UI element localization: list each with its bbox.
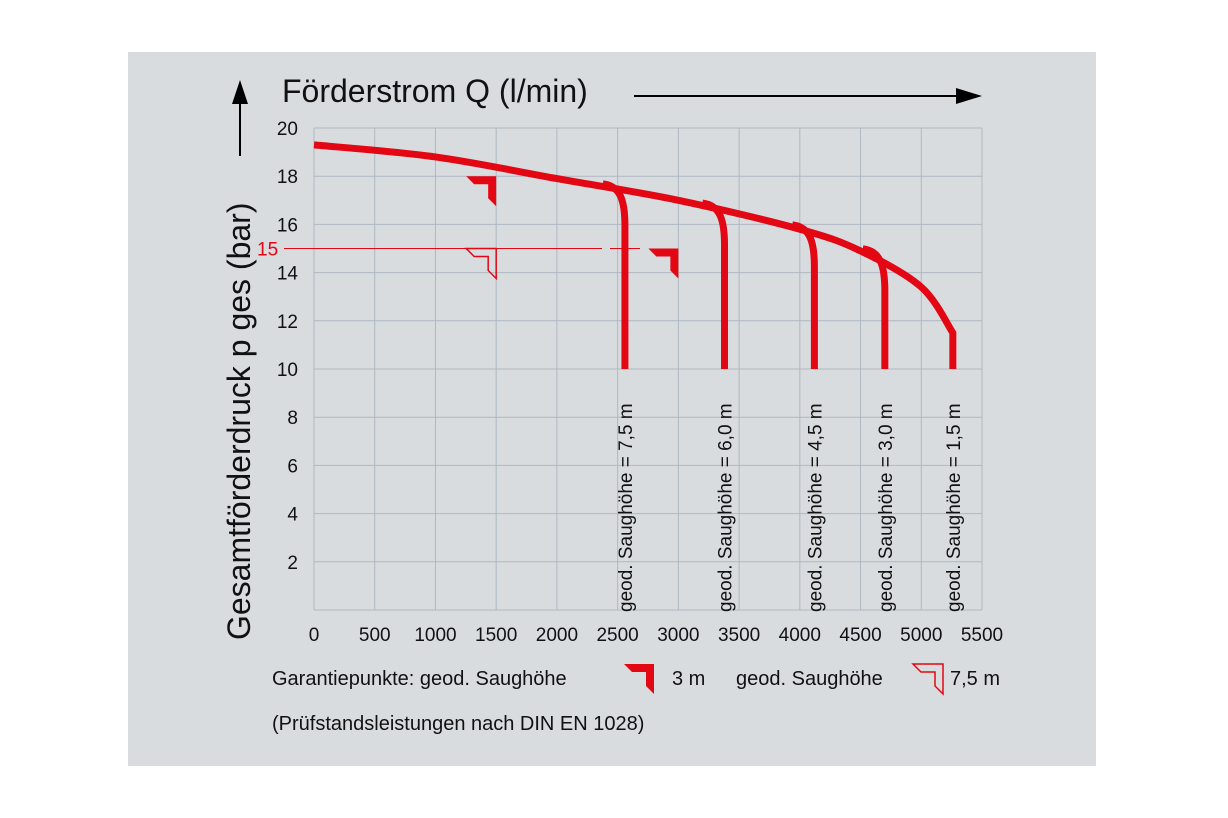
reference-line-label: 15 xyxy=(257,240,278,261)
y-tick-label: 8 xyxy=(287,408,298,429)
branch-curve xyxy=(602,180,629,369)
guarantee-point-shape xyxy=(464,247,497,281)
guarantee-point-filled xyxy=(648,248,679,279)
x-tick-label: 4500 xyxy=(839,625,881,646)
y-tick-label: 14 xyxy=(277,264,299,285)
y-tick-label: 4 xyxy=(287,505,298,526)
legend-filled-marker-icon xyxy=(624,664,654,694)
legend-outline-marker-icon xyxy=(911,663,944,696)
branch-curve xyxy=(862,245,889,369)
x-tick-label: 3500 xyxy=(718,625,760,646)
x-tick-label: 5000 xyxy=(900,625,942,646)
guarantee-point-shape xyxy=(911,663,944,696)
x-tick-label: 1000 xyxy=(414,625,456,646)
x-tick-label: 2000 xyxy=(536,625,578,646)
reference-line: 15 xyxy=(257,240,642,261)
y-tick-label: 6 xyxy=(287,456,298,477)
branch-curve xyxy=(791,221,818,369)
footnote: (Prüfstandsleistungen nach DIN EN 1028) xyxy=(272,713,644,735)
guarantee-point-filled xyxy=(624,664,654,694)
x-tick-label: 5500 xyxy=(961,625,1003,646)
y-tick-label: 16 xyxy=(277,215,298,236)
curves xyxy=(313,141,957,369)
guarantee-point-shape xyxy=(648,248,679,279)
legend-outline-label: 7,5 m xyxy=(950,668,1000,690)
guarantee-point-outline xyxy=(911,663,944,696)
x-tick-label: 2500 xyxy=(596,625,638,646)
legend-filled-label: 3 m xyxy=(672,668,705,690)
x-tick-label: 1500 xyxy=(475,625,517,646)
branch-labels: geod. Saughöhe = 7,5 m geod. Saughöhe = 6… xyxy=(616,403,965,612)
x-axis-arrow-head xyxy=(956,88,982,104)
branch-label: geod. Saughöhe = 3,0 m xyxy=(876,403,897,612)
x-tick-label: 0 xyxy=(309,625,320,646)
grid xyxy=(313,127,983,611)
y-axis-arrow-head xyxy=(232,80,248,104)
x-tick-label: 500 xyxy=(359,625,391,646)
y-tick-label: 10 xyxy=(277,360,298,381)
branch-label: geod. Saughöhe = 7,5 m xyxy=(616,403,637,612)
y-tick-label: 20 xyxy=(277,119,298,140)
chart-panel xyxy=(128,52,1096,766)
legend-middle: geod. Saughöhe xyxy=(736,668,883,690)
y-tick-label: 2 xyxy=(287,553,298,574)
branch-label: geod. Saughöhe = 1,5 m xyxy=(944,403,965,612)
y-axis-title: Gesamtförderdruck p ges (bar) xyxy=(221,203,257,641)
guarantee-markers xyxy=(464,176,679,281)
y-tick-label: 18 xyxy=(277,167,298,188)
branch-curve xyxy=(701,199,729,369)
x-tick-labels: 0 500 1000 1500 2000 2500 3000 3500 4000 4500 5000… xyxy=(309,625,1003,646)
guarantee-point-filled xyxy=(466,176,497,207)
x-tick-label: 3000 xyxy=(657,625,699,646)
branch-label: geod. Saughöhe = 6,0 m xyxy=(716,403,737,612)
branch-label: geod. Saughöhe = 4,5 m xyxy=(805,403,826,612)
guarantee-point-shape xyxy=(466,176,497,207)
y-tick-labels: 2 4 6 8 10 12 14 16 18 20 xyxy=(277,119,299,574)
legend-prefix: Garantiepunkte: geod. Saughöhe xyxy=(272,668,567,690)
y-tick-label: 12 xyxy=(277,312,298,333)
guarantee-point-outline xyxy=(464,247,497,281)
x-tick-label: 4000 xyxy=(779,625,821,646)
guarantee-point-shape xyxy=(624,664,654,694)
main-curve xyxy=(313,141,957,369)
x-axis-title: Förderstrom Q (l/min) xyxy=(282,73,588,109)
